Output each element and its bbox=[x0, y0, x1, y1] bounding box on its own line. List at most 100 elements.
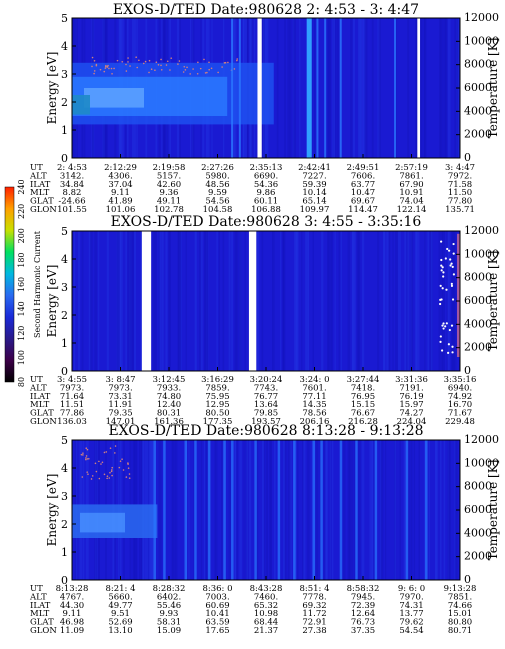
y-tick-label: 0 bbox=[61, 574, 68, 587]
texture-stripe bbox=[378, 18, 382, 158]
texture-stripe bbox=[284, 18, 286, 158]
y-tick-label: 2 bbox=[61, 518, 68, 531]
texture-stripe bbox=[159, 231, 162, 371]
panel-title: EXOS-D/TED Date:980628 2: 4:53 - 3: 4:47 bbox=[113, 2, 419, 18]
texture-stripe bbox=[440, 231, 444, 371]
y2-tick-label: 0 bbox=[464, 151, 471, 164]
texture-stripe bbox=[410, 440, 413, 580]
temperature-point bbox=[446, 247, 449, 251]
texture-stripe bbox=[321, 231, 324, 371]
speckle-dot bbox=[80, 453, 83, 456]
y-tick-label: 2 bbox=[61, 96, 68, 109]
texture-stripe bbox=[410, 231, 414, 371]
texture-stripe bbox=[328, 18, 331, 158]
y2-tick-label: 12000 bbox=[464, 224, 499, 237]
bright-stripe bbox=[153, 440, 156, 580]
texture-stripe bbox=[171, 440, 174, 580]
speckle-dot bbox=[144, 60, 147, 63]
orbit-row-label: ALT bbox=[29, 383, 47, 393]
speckle-dot bbox=[91, 65, 93, 68]
orbit-value: 21.37 bbox=[254, 626, 278, 636]
speckle-dot bbox=[105, 451, 108, 453]
speckle-dot bbox=[138, 59, 140, 62]
texture-stripe bbox=[236, 440, 238, 580]
orbit-row-label: GLON bbox=[30, 626, 57, 636]
y-tick-label: 1 bbox=[61, 337, 68, 350]
texture-stripe bbox=[299, 18, 301, 158]
texture-stripe bbox=[307, 440, 310, 580]
y2-tick-label: 4000 bbox=[464, 317, 492, 330]
temperature-point bbox=[439, 284, 442, 287]
orbit-value: 63.59 bbox=[205, 618, 229, 628]
temperature-point bbox=[451, 351, 454, 354]
orbit-value: 8:21: 4 bbox=[105, 584, 135, 594]
orbit-value: 72.91 bbox=[302, 618, 326, 628]
texture-stripe bbox=[297, 440, 299, 580]
y2-tick-label: 2000 bbox=[464, 341, 492, 354]
texture-stripe bbox=[261, 440, 265, 580]
texture-stripe bbox=[334, 18, 336, 158]
orbit-value: 206.16 bbox=[300, 417, 330, 427]
texture-stripe bbox=[127, 231, 129, 371]
orbit-value: 2:12:29 bbox=[104, 163, 137, 173]
orbit-value: 74.92 bbox=[448, 392, 472, 402]
orbit-value: 7851. bbox=[448, 592, 472, 602]
speckle-dot bbox=[160, 68, 163, 71]
orbit-value: 15.97 bbox=[399, 400, 423, 410]
orbit-value: 8:28:32 bbox=[153, 584, 186, 594]
y2-tick-label: 12000 bbox=[464, 433, 499, 446]
speckle-dot bbox=[81, 476, 84, 478]
speckle-dot bbox=[122, 469, 125, 471]
orbit-value: 76.19 bbox=[399, 392, 423, 402]
texture-stripe bbox=[307, 231, 310, 371]
bright-stripe bbox=[254, 440, 257, 580]
orbit-row-label: MLT bbox=[30, 609, 50, 619]
texture-stripe bbox=[451, 231, 455, 371]
speckle-dot bbox=[111, 466, 114, 469]
texture-stripe bbox=[407, 18, 410, 158]
texture-stripe bbox=[125, 231, 127, 371]
orbit-value: 54.54 bbox=[399, 626, 423, 636]
orbit-value: 77.86 bbox=[60, 409, 84, 419]
texture-stripe bbox=[158, 440, 162, 580]
texture-stripe bbox=[172, 440, 176, 580]
texture-stripe bbox=[282, 440, 286, 580]
texture-stripe bbox=[419, 18, 422, 158]
texture-stripe bbox=[354, 440, 356, 580]
orbit-value: 7191. bbox=[399, 383, 423, 393]
speckle-dot bbox=[110, 67, 113, 70]
texture-stripe bbox=[98, 231, 100, 371]
y-tick-label: 2 bbox=[61, 309, 68, 322]
orbit-value: 48.56 bbox=[205, 180, 229, 190]
bright-stripe bbox=[355, 440, 358, 580]
texture-stripe bbox=[424, 231, 426, 371]
texture-stripe bbox=[399, 231, 401, 371]
y2-tick-label: 12000 bbox=[464, 11, 499, 24]
texture-stripe bbox=[289, 18, 292, 158]
speckle-dot bbox=[128, 477, 131, 479]
y-tick-label: 4 bbox=[61, 253, 68, 266]
speckle-dot bbox=[85, 455, 88, 457]
temperature-point bbox=[441, 324, 444, 327]
orbit-value: 79.62 bbox=[399, 618, 423, 628]
orbit-value: 74.04 bbox=[399, 197, 423, 207]
colorbar-tick-label: 180 bbox=[17, 252, 26, 267]
panel-title: EXOS-D/TED Date:980628 8:13:28 - 9:13:28 bbox=[108, 423, 423, 439]
orbit-value: 74.80 bbox=[157, 392, 181, 402]
orbit-value: 60.11 bbox=[254, 197, 278, 207]
texture-stripe bbox=[397, 231, 400, 371]
temperature-point bbox=[451, 298, 455, 301]
texture-stripe bbox=[369, 440, 372, 580]
speckle-dot bbox=[127, 462, 129, 464]
texture-stripe bbox=[371, 440, 374, 580]
texture-stripe bbox=[200, 231, 203, 371]
orbit-value: 6690. bbox=[254, 171, 278, 181]
texture-stripe bbox=[415, 231, 417, 371]
texture-stripe bbox=[435, 440, 438, 580]
texture-stripe bbox=[392, 231, 394, 371]
orbit-value: 7861. bbox=[399, 171, 423, 181]
texture-stripe bbox=[73, 231, 76, 371]
orbit-value: 7970. bbox=[399, 592, 423, 602]
orbit-value: 7945. bbox=[351, 592, 375, 602]
